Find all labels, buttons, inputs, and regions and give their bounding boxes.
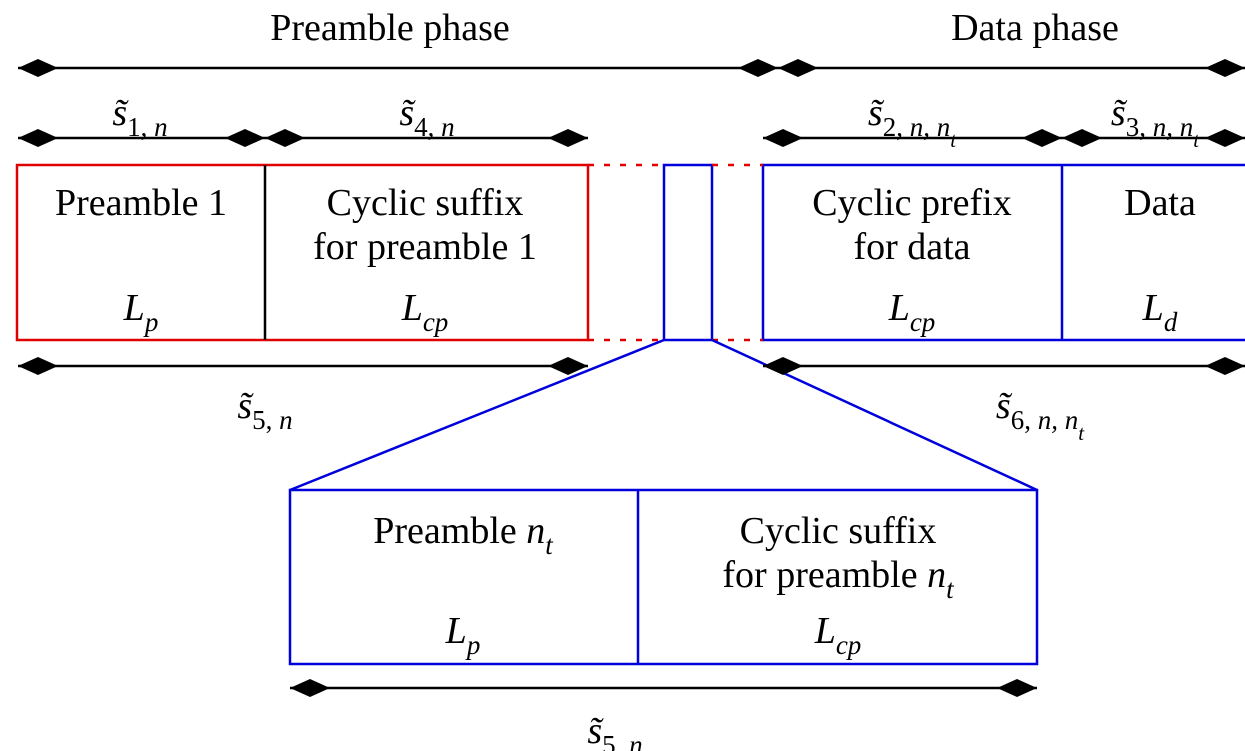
label-part: n [441,112,455,142]
double-arrow [18,59,778,77]
label: Lcp [814,610,862,660]
label: for preamble 1 [313,226,537,268]
double-arrow [18,129,265,147]
label-part: n, n [1038,405,1079,435]
label-part: n [629,730,643,751]
label-part: n [526,510,545,552]
label-part: n [154,112,168,142]
label-part: s̃ [237,385,254,427]
label: Cyclic suffix [327,182,524,224]
label-part: n [279,405,293,435]
label: Lcp [888,287,936,337]
label-part: 5, [602,730,629,751]
label-part: s̃ [1111,92,1128,134]
label: Preamble 1 [55,182,227,224]
label-part: L [888,287,910,329]
label: Cyclic suffix [740,510,937,552]
label-part: t [545,530,554,560]
label: s̃5, n [587,710,642,751]
label-part: p [465,630,481,660]
label-part: 1, [127,112,154,142]
label-part: Data [1124,182,1196,224]
label-part: s̃ [996,385,1013,427]
double-arrow [290,679,1037,697]
label: Lp [445,610,481,660]
preamble-block [15,163,590,342]
label-part: cp [423,307,448,337]
label-part: s̃ [112,92,129,134]
label: s̃4, n [399,92,454,142]
double-arrow [1062,129,1245,147]
data-block [761,163,1245,342]
label-part: 4, [414,112,441,142]
small-block [662,163,714,342]
double-arrow [763,357,1245,375]
label-part: s̃ [587,710,604,751]
zoom-line [289,338,1038,492]
label-part: for preamble 1 [313,226,537,268]
double-arrow [763,129,1062,147]
double-arrow [265,129,588,147]
label: s̃2, n, nt [868,92,957,152]
label-part: Preamble [373,510,526,552]
label: Data [1124,182,1196,224]
label-part: cp [910,307,935,337]
double-arrow [18,357,588,375]
label-part: L [1142,287,1164,329]
label-part: t [950,128,957,152]
label-part: L [814,610,836,652]
label: s̃6, n, nt [996,385,1085,445]
label-part: for preamble [722,554,927,596]
label: for preamble nt [722,554,955,604]
label-part: Cyclic prefix [812,182,1011,224]
label-part: n [927,554,946,596]
phase-label: Preamble phase [270,7,510,49]
label-part: t [1078,421,1085,445]
label-part: 6, [1011,405,1038,435]
label-part: for data [853,226,970,268]
label-part: n, n [910,112,951,142]
label-part: L [445,610,467,652]
label-part: Cyclic suffix [327,182,524,224]
dotted-link [588,163,763,342]
label: Preamble nt [373,510,554,560]
label-part: s̃ [399,92,416,134]
label-part: t [1193,128,1200,152]
label-part: 3, [1126,112,1153,142]
label: Lp [123,287,159,337]
label: s̃3, n, nt [1111,92,1200,152]
label: s̃1, n [112,92,167,142]
label-part: s̃ [868,92,885,134]
label: Lcp [401,287,449,337]
label-part: L [123,287,145,329]
label-part: d [1164,307,1178,337]
label-part: cp [836,630,861,660]
zoom-block [288,488,1039,666]
label: Cyclic prefix [812,182,1011,224]
label-part: Preamble 1 [55,182,227,224]
arrow-head [1062,129,1245,147]
label: Ld [1142,287,1178,337]
label-part: Cyclic suffix [740,510,937,552]
label-part: 5, [252,405,279,435]
label-part: t [946,574,955,604]
label-part: p [143,307,159,337]
label-part: L [401,287,423,329]
double-arrow [778,59,1245,77]
label-part: n, n [1153,112,1194,142]
phase-label: Data phase [951,7,1119,49]
label-part: 2, [883,112,910,142]
label: for data [853,226,970,268]
label: s̃5, n [237,385,292,435]
